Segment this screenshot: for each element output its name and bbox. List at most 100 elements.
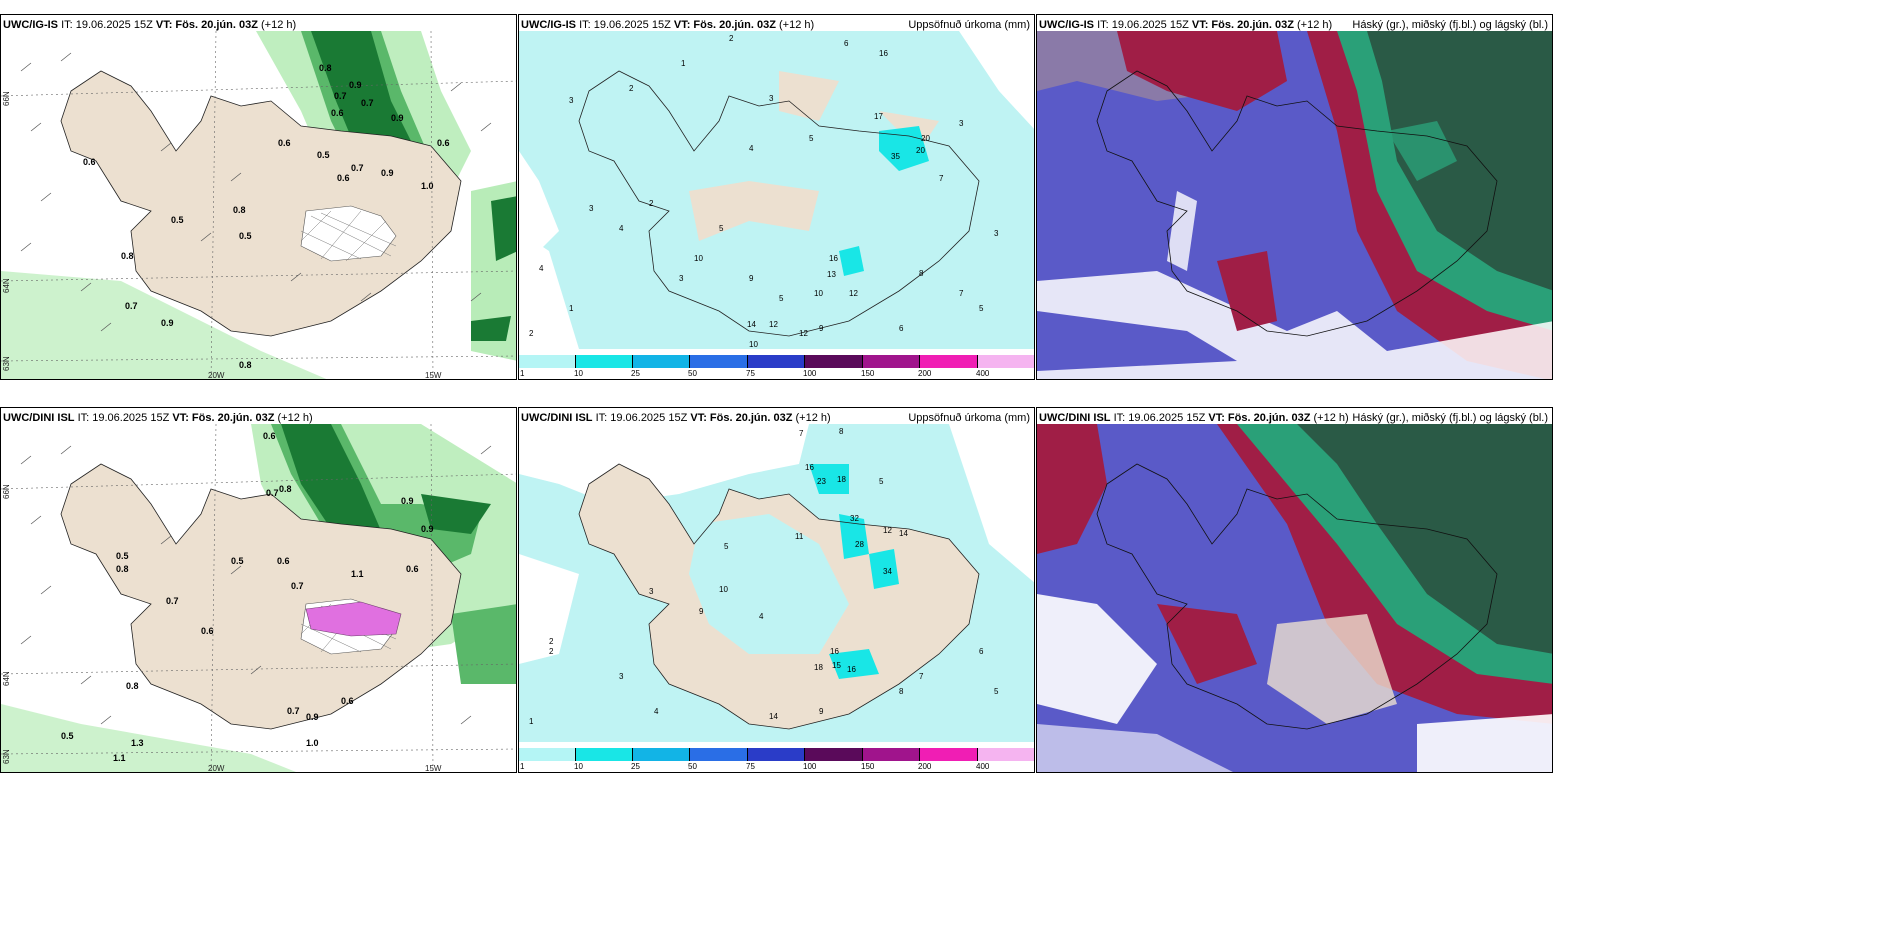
precip-value: 10 [749,340,758,349]
wind-value: 0.8 [126,681,139,691]
colorbar-segment: 50 [688,748,748,771]
precip-value: 7 [919,672,924,681]
lat-label: 64N [2,671,11,686]
colorbar-segment: 400 [976,748,1034,771]
colorbar-segment: 10 [574,748,633,771]
wind-value: 0.6 [278,138,291,148]
precip-value: 8 [839,427,844,436]
colorbar-segment: 150 [861,748,920,771]
precip-value: 6 [899,324,904,333]
wind-value: 0.6 [277,556,290,566]
precip-value: 2 [529,329,534,338]
panel-subtitle: Uppsöfnuð úrkoma (mm) [908,19,1030,31]
wind-value: 0.6 [201,626,214,636]
precip-value: 3 [679,274,684,283]
lat-label: 66N [2,484,11,499]
wind-value: 0.7 [361,98,374,108]
colorbar-segment: 200 [918,748,978,771]
precip-value: 3 [994,229,999,238]
wind-value: 0.9 [161,318,174,328]
wind-value: 0.8 [319,63,332,73]
panel-subtitle: Háský (gr.), miðský (fj.bl.) og lágský (… [1352,412,1548,424]
wind-value: 0.9 [306,712,319,722]
precip-value: 13 [827,270,836,279]
wind-value: 0.6 [83,157,96,167]
panel-bot-cloud: UWC/DINI ISL IT: 19.06.2025 15Z VT: Fös.… [1036,407,1553,773]
precip-value: 8 [919,269,924,278]
panel-title: UWC/DINI ISL IT: 19.06.2025 15Z VT: Fös.… [1039,412,1349,424]
wind-value: 0.7 [266,488,279,498]
precip-value: 5 [994,687,999,696]
wind-value: 0.6 [341,696,354,706]
precip-value: 2 [549,637,554,646]
precip-value: 34 [883,567,892,576]
precip-colorbar: 1 10 25 50 75 100 150 200 400 [519,355,1034,378]
precip-value: 18 [814,663,823,672]
precip-value: 2 [629,84,634,93]
panel-top-wind: UWC/IG-IS IT: 19.06.2025 15Z VT: Fös. 20… [0,14,517,380]
lon-label: 20W [208,764,225,773]
wind-value: 0.8 [279,484,292,494]
precip-value: 2 [729,34,734,43]
precip-value: 11 [795,532,804,541]
precip-value: 28 [855,540,864,549]
cloud-map [1037,424,1552,772]
wind-value: 0.5 [61,731,74,741]
wind-value: 0.9 [401,496,414,506]
lat-label: 63N [2,356,11,371]
precip-value: 14 [747,320,756,329]
precip-value: 9 [819,707,824,716]
lon-label: 15W [425,764,442,773]
wind-value: 0.5 [231,556,244,566]
precip-value: 16 [879,49,888,58]
precip-colorbar: 1 10 25 50 75 100 150 200 400 [519,748,1034,771]
wind-value: 1.0 [306,738,319,748]
precip-value: 2 [549,647,554,656]
precip-value: 32 [850,514,859,523]
wind-value: 0.7 [125,301,138,311]
wind-value: 0.8 [121,251,134,261]
wind-value: 0.5 [171,215,184,225]
precip-value: 1 [681,59,686,68]
colorbar-segment: 75 [746,748,805,771]
precip-value: 9 [819,324,824,333]
precip-value: 16 [805,463,814,472]
panel-title: UWC/IG-IS IT: 19.06.2025 15Z VT: Fös. 20… [3,19,297,31]
panel-title: UWC/DINI ISL IT: 19.06.2025 15Z VT: Fös.… [3,412,313,424]
precip-value: 10 [719,585,728,594]
wind-value: 0.8 [116,564,129,574]
panel-bot-wind: UWC/DINI ISL IT: 19.06.2025 15Z VT: Fös.… [0,407,517,773]
precip-value: 2 [649,199,654,208]
precip-value: 7 [959,289,964,298]
precip-value: 16 [829,254,838,263]
precip-value: 5 [719,224,724,233]
wind-value: 0.6 [263,431,276,441]
wind-value: 0.6 [437,138,450,148]
wind-map: 0.6 0.6 0.5 0.8 0.5 0.6 0.7 0.9 0.7 0.9 … [1,31,516,379]
wind-value: 0.9 [391,113,404,123]
wind-value: 0.5 [239,231,252,241]
precip-value: 3 [569,96,574,105]
precip-value: 12 [799,329,808,338]
precip-map: 2 6 1 3 2 3 4 16 17 20 35 20 5 3 7 2 4 5… [519,31,1034,349]
wind-value: 0.6 [331,108,344,118]
precip-value: 14 [899,529,908,538]
precip-value: 3 [649,587,654,596]
panel-title: UWC/IG-IS IT: 19.06.2025 15Z VT: Fös. 20… [1039,19,1333,31]
wind-value: 0.9 [421,524,434,534]
wind-value: 0.9 [349,80,362,90]
precip-value: 3 [589,204,594,213]
precip-map: 7 8 16 23 18 5 32 28 12 34 14 11 5 9 4 2… [519,424,1034,742]
precip-value: 3 [769,94,774,103]
precip-value: 10 [814,289,823,298]
precip-value: 20 [921,134,930,143]
cloud-map [1037,31,1552,379]
wind-map: 0.6 0.7 0.8 0.5 0.8 0.5 0.6 0.7 0.9 1.1 … [1,424,516,773]
wind-value: 0.6 [406,564,419,574]
wind-value: 0.6 [337,173,350,183]
lat-label: 66N [2,91,11,106]
wind-value: 0.7 [291,581,304,591]
precip-value: 4 [654,707,659,716]
precip-value: 4 [539,264,544,273]
lat-label: 64N [2,278,11,293]
